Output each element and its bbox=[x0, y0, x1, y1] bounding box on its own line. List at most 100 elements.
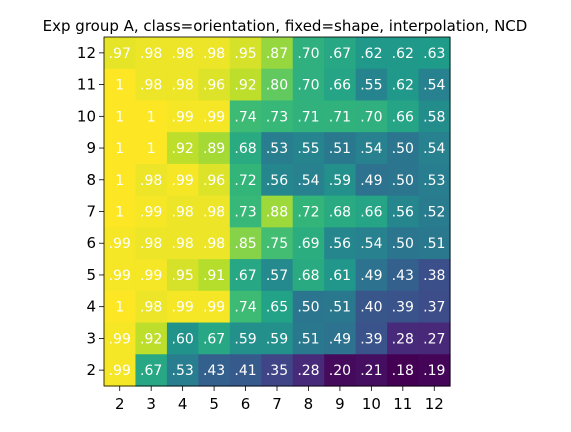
cell-value-label: .54 bbox=[297, 173, 319, 189]
heatmap-cell-r7-c5 bbox=[198, 195, 231, 228]
heatmap-cell-r4-c7 bbox=[261, 290, 294, 324]
heatmap-cell-r8-c2 bbox=[104, 163, 137, 197]
heatmap-cell-r11-c9 bbox=[324, 68, 357, 102]
chart-title: Exp group A, class=orientation, fixed=sh… bbox=[43, 17, 528, 35]
heatmap-cell-r2-c5 bbox=[198, 354, 231, 387]
cell-value-label: 1 bbox=[115, 300, 124, 316]
heatmap-cell-r12-c12 bbox=[418, 37, 451, 70]
heatmap-cell-r6-c9 bbox=[324, 227, 357, 260]
heatmap-cell-r4-c2 bbox=[104, 290, 137, 324]
cell-value-label: .55 bbox=[297, 141, 319, 157]
heatmap-cell-r2-c2 bbox=[104, 354, 137, 387]
heatmap-cell-r9-c7 bbox=[261, 132, 294, 165]
cell-value-label: .99 bbox=[109, 363, 131, 379]
cell-value-label: .53 bbox=[266, 141, 288, 157]
heatmap-cell-r5-c12 bbox=[418, 259, 451, 292]
y-tick-label: 10 bbox=[77, 107, 96, 125]
heatmap-cell-r3-c6 bbox=[229, 322, 262, 355]
cell-value-label: .92 bbox=[140, 331, 162, 347]
cell-value-label: .62 bbox=[360, 46, 382, 62]
cell-value-label: .59 bbox=[266, 331, 288, 347]
y-tick-label: 8 bbox=[86, 171, 96, 189]
heatmap-cell-r2-c6 bbox=[229, 354, 262, 387]
x-tick-label: 5 bbox=[209, 395, 219, 413]
cell-value-label: .43 bbox=[392, 268, 414, 284]
cell-value-label: .68 bbox=[329, 205, 351, 221]
x-tick-label: 10 bbox=[362, 395, 381, 413]
heatmap-cell-r10-c5 bbox=[198, 100, 231, 133]
heatmap-cell-r3-c2 bbox=[104, 322, 137, 355]
heatmap-cell-r3-c3 bbox=[135, 322, 168, 355]
cell-value-label: 1 bbox=[115, 141, 124, 157]
cell-value-label: .99 bbox=[140, 205, 162, 221]
cell-value-label: .60 bbox=[172, 331, 194, 347]
cell-value-label: .53 bbox=[172, 363, 194, 379]
cell-value-label: .91 bbox=[203, 268, 225, 284]
cell-value-label: .28 bbox=[392, 331, 414, 347]
cell-value-label: .56 bbox=[266, 173, 288, 189]
heatmap-cell-r10-c7 bbox=[261, 100, 294, 133]
cell-value-label: .58 bbox=[423, 109, 445, 125]
heatmap-cell-r9-c6 bbox=[229, 132, 262, 165]
cell-value-label: .57 bbox=[266, 268, 288, 284]
heatmap-cell-r5-c7 bbox=[261, 259, 294, 292]
heatmap-cell-r2-c9 bbox=[324, 354, 357, 387]
y-tick-label: 12 bbox=[77, 44, 96, 62]
heatmap-cell-r10-c4 bbox=[166, 100, 199, 133]
heatmap-cell-r5-c6 bbox=[229, 259, 262, 292]
heatmap-cell-labels: .97 .98 .98 .98 .95 .87 .70 .67 .62 .62 .63 1 .98 .98… bbox=[109, 46, 446, 379]
cell-value-label: .73 bbox=[266, 109, 288, 125]
cell-value-label: .51 bbox=[329, 300, 351, 316]
cell-value-label: .52 bbox=[423, 205, 445, 221]
cell-value-label: 1 bbox=[115, 78, 124, 94]
cell-value-label: .41 bbox=[234, 363, 256, 379]
y-tick-label: 11 bbox=[77, 76, 96, 94]
cell-value-label: .87 bbox=[266, 46, 288, 62]
heatmap-cell-r12-c6 bbox=[229, 37, 262, 70]
cell-value-label: .50 bbox=[392, 236, 414, 252]
heatmap-cell-r6-c7 bbox=[261, 227, 294, 260]
x-tick-label: 11 bbox=[393, 395, 412, 413]
cell-value-label: .37 bbox=[423, 300, 445, 316]
cell-value-label: .98 bbox=[172, 205, 194, 221]
cell-value-label: .55 bbox=[360, 78, 382, 94]
x-tick-label: 2 bbox=[115, 395, 125, 413]
cell-value-label: .53 bbox=[423, 173, 445, 189]
y-tick-label: 6 bbox=[86, 234, 96, 252]
heatmap-cell-r12-c2 bbox=[104, 37, 137, 70]
cell-value-label: .66 bbox=[392, 109, 414, 125]
cell-value-label: .75 bbox=[266, 236, 288, 252]
y-tick-label: 2 bbox=[86, 361, 96, 379]
cell-value-label: .99 bbox=[172, 109, 194, 125]
cell-value-label: .88 bbox=[266, 205, 288, 221]
heatmap-cell-r11-c7 bbox=[261, 68, 294, 102]
heatmap-cell-r3-c4 bbox=[166, 322, 199, 355]
cell-value-label: .71 bbox=[297, 109, 319, 125]
cell-value-label: .65 bbox=[266, 300, 288, 316]
cell-value-label: .49 bbox=[360, 268, 382, 284]
cell-value-label: .98 bbox=[140, 173, 162, 189]
cell-value-label: .99 bbox=[203, 300, 225, 316]
heatmap-cell-r9-c5 bbox=[198, 132, 231, 165]
heatmap-cell-r5-c3 bbox=[135, 259, 168, 292]
heatmap-cell-r5-c2 bbox=[104, 259, 137, 292]
cell-value-label: .74 bbox=[234, 300, 256, 316]
heatmap-cell-r8-c4 bbox=[166, 163, 199, 197]
x-axis: 2 3 4 5 6 7 8 9 10 11 12 bbox=[115, 386, 444, 413]
heatmap-cell-r7-c6 bbox=[229, 195, 262, 228]
cell-value-label: .59 bbox=[329, 173, 351, 189]
heatmap-cell-r6-c5 bbox=[198, 227, 231, 260]
y-tick-label: 3 bbox=[86, 329, 96, 347]
cell-value-label: .43 bbox=[203, 363, 225, 379]
heatmap-cell-r4-c10 bbox=[355, 290, 388, 324]
heatmap-cell-r4-c5 bbox=[198, 290, 231, 324]
heatmap-cell-r9-c4 bbox=[166, 132, 199, 165]
heatmap-cell-r3-c5 bbox=[198, 322, 231, 355]
heatmap-cell-r9-c2 bbox=[104, 132, 137, 165]
heatmap-cell-r3-c11 bbox=[387, 322, 420, 355]
heatmap-cell-r2-c11 bbox=[387, 354, 420, 387]
heatmap-cell-r5-c9 bbox=[324, 259, 357, 292]
cell-value-label: .95 bbox=[234, 46, 256, 62]
cell-value-label: .95 bbox=[172, 268, 194, 284]
